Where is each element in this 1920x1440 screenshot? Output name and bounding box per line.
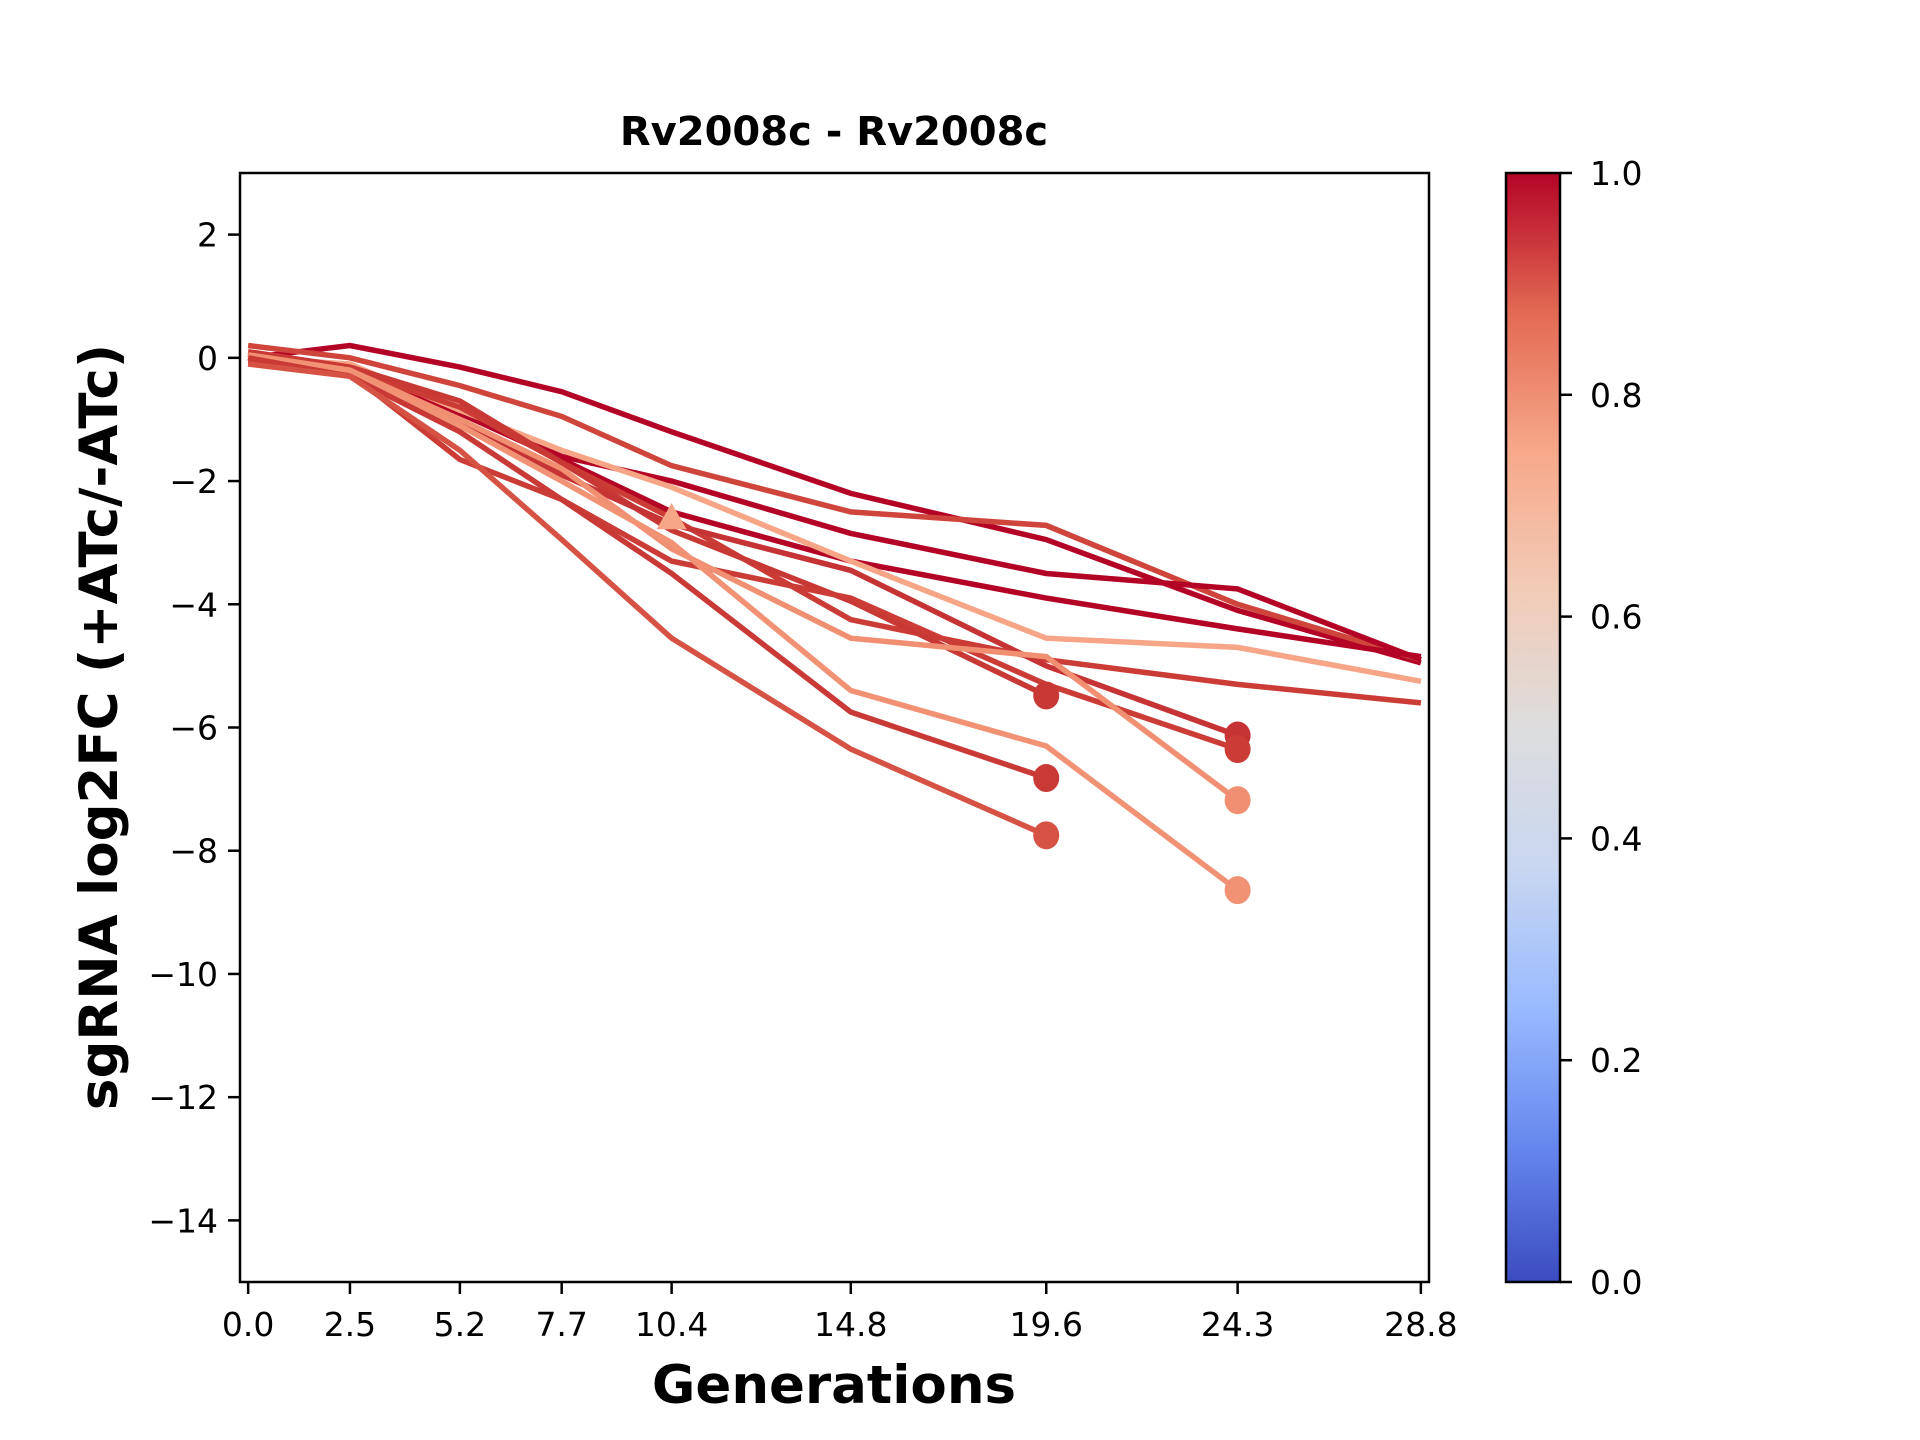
y-tick-label: −12 (148, 1078, 218, 1117)
x-tick-label: 7.7 (535, 1305, 587, 1344)
x-tick-label: 24.3 (1201, 1305, 1274, 1344)
colorbar-tick-label: 0.8 (1590, 376, 1642, 415)
series-line-1 (247, 342, 1422, 666)
colorbar-tick-label: 0.4 (1590, 819, 1642, 858)
x-tick-label: 2.5 (324, 1305, 376, 1344)
series-line-13 (247, 361, 1048, 838)
y-tick-label: 0 (197, 339, 218, 378)
end-point-marker-11 (1224, 876, 1251, 905)
y-tick-label: −10 (148, 955, 218, 994)
colorbar-ticks: 0.0 0.2 0.4 0.6 0.8 1.0 (1560, 154, 1642, 1302)
colorbar-tick-label: 0.0 (1590, 1263, 1642, 1302)
colorbar: 0.0 0.2 0.4 0.6 0.8 1.0 (1504, 154, 1642, 1302)
x-axis-label: Generations (652, 1355, 1016, 1416)
end-point-marker-10 (1224, 786, 1251, 815)
x-axis: 0.0 2.5 5.2 7.7 10.4 14.8 19.6 24.3 28.8 (222, 1282, 1458, 1344)
y-tick-label: −8 (169, 832, 218, 871)
plot-frame (238, 171, 1431, 1284)
y-tick-label: −14 (148, 1201, 218, 1240)
y-tick-label: −2 (169, 462, 218, 501)
colorbar-tick-label: 0.2 (1590, 1041, 1642, 1080)
y-axis-label: sgRNA log2FC (+ATc/-ATc) (69, 344, 130, 1110)
x-tick-label: 10.4 (635, 1305, 708, 1344)
y-tick-label: −6 (169, 709, 218, 748)
triangle-marker-14 (656, 503, 687, 530)
chart-title: Rv2008c - Rv2008c (620, 109, 1048, 155)
marker-layer (656, 503, 1251, 905)
x-tick-label: 5.2 (434, 1305, 486, 1344)
y-tick-label: −4 (169, 585, 218, 624)
end-point-marker-13 (1033, 821, 1060, 850)
y-axis: 2 0 −2 −4 −6 −8 −10 −12 −14 (148, 216, 240, 1240)
end-point-marker-9 (1224, 735, 1251, 764)
end-point-marker-7 (1033, 681, 1060, 710)
end-point-marker-12 (1033, 764, 1060, 793)
series-line-8 (247, 355, 1239, 739)
series-line-7 (247, 348, 1048, 698)
series-line-11 (247, 355, 1240, 893)
colorbar-tick-label: 0.6 (1590, 598, 1642, 637)
x-tick-label: 0.0 (222, 1305, 274, 1344)
y-tick-label: 2 (197, 216, 218, 255)
x-tick-label: 19.6 (1009, 1305, 1082, 1344)
x-tick-label: 14.8 (814, 1305, 887, 1344)
series-line-2 (247, 342, 1422, 663)
colorbar-gradient (1504, 171, 1562, 1284)
colorbar-tick-label: 1.0 (1590, 154, 1642, 193)
x-tick-label: 28.8 (1384, 1305, 1457, 1344)
